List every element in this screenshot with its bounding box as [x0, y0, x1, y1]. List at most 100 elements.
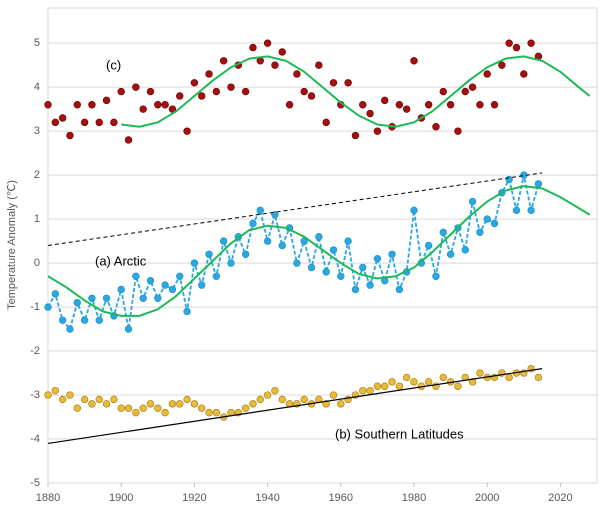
- point: [219, 57, 228, 65]
- point: [146, 400, 155, 408]
- y-tick-label: 0: [34, 257, 40, 269]
- point: [402, 373, 411, 382]
- point: [322, 268, 330, 276]
- point: [80, 316, 89, 324]
- point: [183, 307, 191, 316]
- y-tick-label: -1: [30, 301, 40, 313]
- point: [337, 272, 345, 280]
- point: [381, 96, 389, 105]
- annotation: (c): [106, 57, 121, 72]
- point: [512, 206, 521, 215]
- point: [146, 87, 155, 96]
- point: [102, 96, 111, 105]
- point: [278, 395, 286, 404]
- point: [102, 294, 111, 302]
- x-tick-label: 1880: [36, 492, 60, 504]
- point: [498, 61, 506, 69]
- point: [241, 250, 250, 258]
- point: [329, 391, 338, 399]
- point: [51, 386, 60, 395]
- point: [168, 400, 177, 408]
- point: [51, 118, 60, 127]
- point: [249, 400, 257, 408]
- point: [110, 118, 118, 127]
- point: [95, 118, 103, 127]
- point: [329, 246, 338, 254]
- y-tick-label: 2: [34, 169, 40, 181]
- point: [198, 404, 206, 412]
- point: [190, 259, 199, 267]
- point: [359, 101, 367, 109]
- point: [124, 136, 133, 144]
- point: [190, 400, 199, 408]
- point: [439, 87, 447, 96]
- point: [139, 404, 147, 412]
- point: [351, 285, 360, 294]
- point: [520, 70, 528, 78]
- point: [505, 175, 513, 184]
- y-tick-label: -5: [30, 477, 40, 489]
- point: [446, 250, 455, 258]
- point: [293, 70, 301, 78]
- point: [212, 87, 221, 96]
- series-line: [47, 174, 540, 331]
- point: [66, 391, 74, 399]
- point: [227, 83, 235, 91]
- point: [212, 272, 221, 280]
- point: [110, 395, 118, 404]
- point: [249, 219, 257, 228]
- point: [476, 228, 484, 237]
- point: [388, 378, 396, 386]
- point: [146, 276, 155, 285]
- point: [176, 272, 184, 280]
- point: [527, 39, 535, 47]
- point: [58, 316, 67, 324]
- point: [410, 57, 418, 65]
- point: [95, 395, 103, 404]
- annotation: (b) Southern Latitudes: [335, 426, 464, 441]
- point: [307, 263, 316, 272]
- point: [351, 131, 360, 140]
- point: [88, 400, 96, 408]
- point: [161, 101, 169, 109]
- point: [344, 79, 352, 87]
- fit-curve: [121, 55, 591, 128]
- point: [505, 39, 513, 47]
- point: [395, 382, 404, 390]
- point: [66, 325, 74, 333]
- point: [527, 206, 535, 215]
- point: [124, 325, 133, 333]
- point: [205, 408, 213, 417]
- point: [132, 408, 140, 417]
- point: [505, 373, 513, 382]
- trend-line: [47, 368, 543, 445]
- point: [176, 92, 184, 100]
- point: [263, 39, 272, 47]
- plot-frame: [47, 7, 598, 484]
- point: [139, 105, 147, 113]
- point: [132, 83, 140, 91]
- point: [315, 61, 323, 69]
- x-tick-label: 2020: [548, 492, 572, 504]
- point: [73, 404, 81, 412]
- point: [293, 259, 301, 267]
- annotation: (a) Arctic: [95, 253, 147, 268]
- y-axis-label: Temperature Anomaly (℃): [6, 180, 18, 310]
- point: [432, 123, 440, 131]
- point: [300, 395, 308, 404]
- point: [88, 294, 96, 302]
- point: [241, 87, 250, 96]
- y-tick-label: -3: [30, 389, 40, 401]
- point: [468, 197, 477, 206]
- point: [534, 373, 543, 382]
- point: [373, 254, 382, 263]
- point: [446, 101, 455, 109]
- point: [454, 127, 462, 135]
- x-tick-label: 1920: [182, 492, 206, 504]
- point: [205, 250, 213, 258]
- point: [80, 395, 89, 404]
- point: [88, 101, 96, 109]
- point: [227, 259, 235, 267]
- point: [402, 105, 411, 113]
